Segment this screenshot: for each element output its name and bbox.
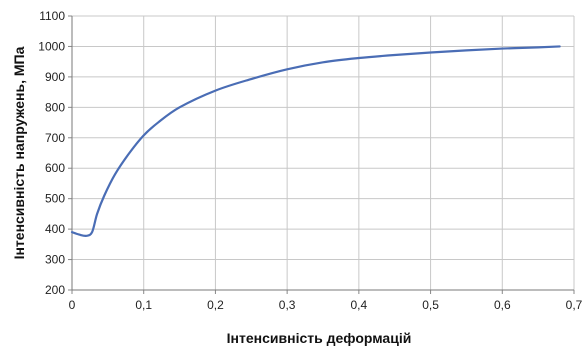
x-tick-label: 0,6 [494, 298, 511, 312]
grid [71, 15, 575, 291]
y-tick-label: 400 [45, 222, 65, 236]
x-tick-label: 0 [69, 298, 76, 312]
x-tick-label: 0,5 [422, 298, 439, 312]
x-tick-label: 0,2 [207, 298, 224, 312]
y-tick-label: 500 [45, 192, 65, 206]
axes [68, 15, 575, 294]
x-tick-label: 0,4 [351, 298, 368, 312]
x-tick-label: 0,1 [135, 298, 152, 312]
y-tick-label: 300 [45, 253, 65, 267]
y-tick-label: 200 [45, 283, 65, 297]
y-axis-title: Інтенсивність напружень, МПа [11, 46, 27, 259]
series-line [70, 45, 561, 237]
y-tick-label: 1100 [39, 9, 65, 23]
x-tick-label: 0,7 [566, 298, 583, 312]
y-tick-label: 600 [45, 161, 65, 175]
y-tick-label: 800 [45, 100, 65, 114]
y-tick-label: 700 [45, 131, 65, 145]
y-tick-label: 1000 [38, 39, 65, 53]
y-tick-label: 900 [45, 70, 65, 84]
x-tick-label: 0,3 [279, 298, 296, 312]
x-axis-title: Інтенсивність деформацій [227, 330, 412, 346]
series-layer [70, 45, 561, 237]
tick-labels: 200 300 400 500 600 700 800 900 1000 1100 0 0,1 0,2 0… [38, 9, 582, 312]
